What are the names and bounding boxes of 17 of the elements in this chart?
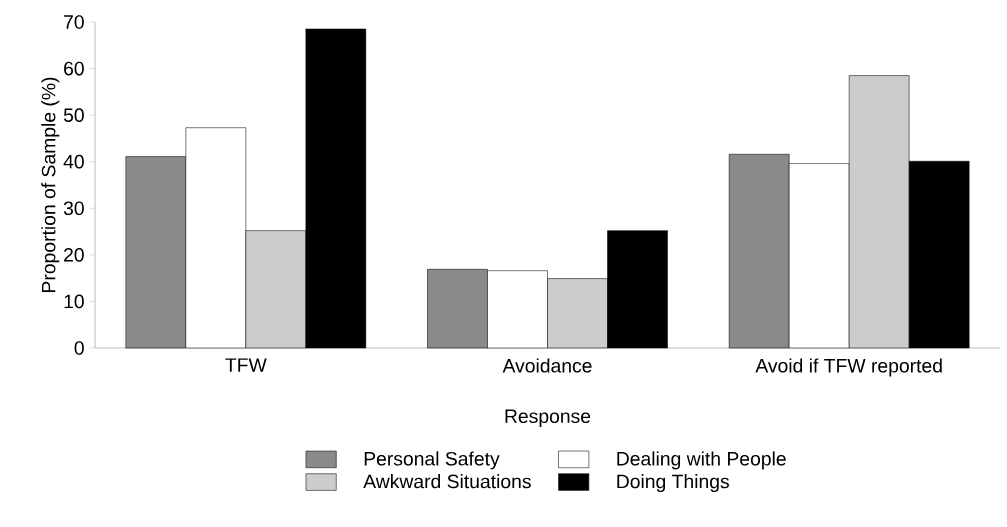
y-tick-label: 0: [74, 341, 84, 355]
legend-label: Awkward Situations: [363, 474, 531, 489]
x-tick-label: Avoidance: [502, 358, 592, 373]
x-tick-label: Avoid if TFW reported: [755, 358, 942, 377]
legend-label: Personal Safety: [364, 451, 500, 470]
x-tick-label: TFW: [225, 358, 267, 372]
legend-label: Doing Things: [617, 474, 729, 493]
legend-label: Dealing with People: [617, 451, 786, 470]
y-tick-label: 20: [64, 248, 84, 262]
y-axis-title: Proportion of Sample (%): [41, 77, 60, 292]
x-axis-title: Response: [505, 409, 591, 427]
y-tick-label: 10: [64, 294, 84, 309]
y-tick-label: 70: [64, 15, 84, 29]
y-tick-label: 40: [63, 154, 84, 169]
y-tick-label: 60: [64, 61, 84, 76]
y-tick-label: 30: [63, 201, 84, 216]
y-tick-label: 50: [63, 108, 84, 122]
